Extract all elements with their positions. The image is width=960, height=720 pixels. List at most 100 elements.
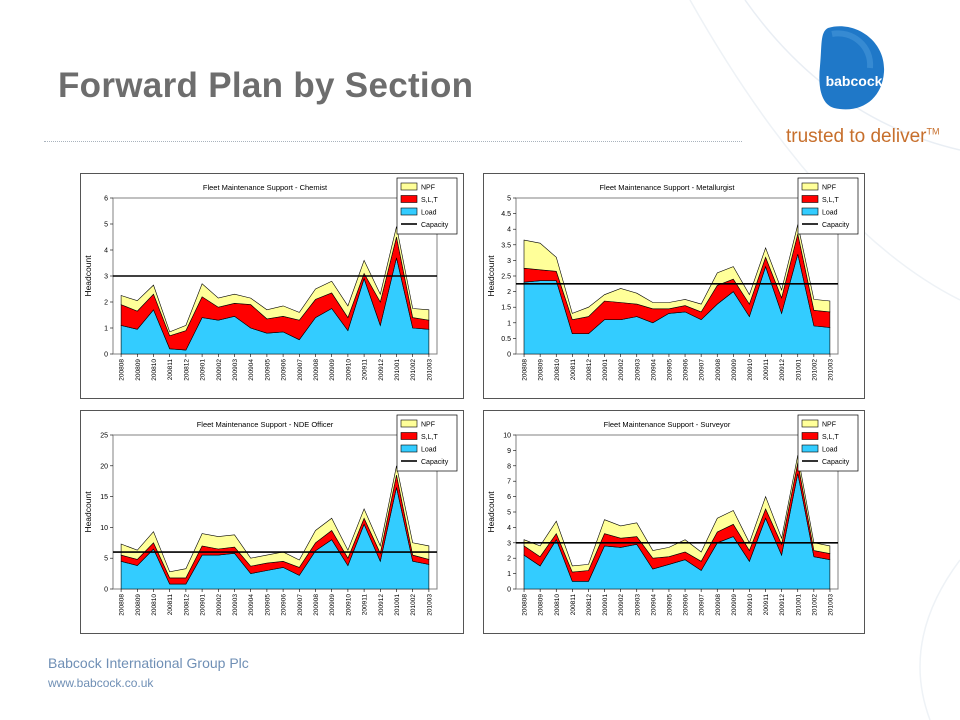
chart-chemist: Fleet Maintenance Support - Chemist 0 1 2 3 4… (80, 173, 464, 399)
x-tick-label: 200809 (538, 594, 545, 616)
chart-title: Fleet Maintenance Support - Metallurgist (599, 183, 735, 192)
x-tick-label: 200904 (248, 359, 255, 381)
y-tick-label: 2 (507, 289, 511, 296)
x-tick-label: 200906 (683, 594, 690, 616)
y-tick-label: 25 (100, 433, 108, 440)
x-tick-label: 200809 (135, 594, 142, 616)
legend-swatch-s-l-t (400, 432, 418, 440)
chart-title: Fleet Maintenance Support - Surveyor (604, 420, 731, 429)
tagline: trusted to deliverTM (786, 126, 939, 148)
series-area-npf (120, 465, 430, 579)
y-tick-label: 1.5 (501, 305, 511, 312)
x-tick-label: 201003 (426, 594, 433, 616)
x-tick-label: 200909 (329, 359, 336, 381)
chart-svg: Fleet Maintenance Support - Surveyor 0 1 2 3… (486, 414, 859, 616)
y-tick-label: 10 (503, 433, 511, 440)
x-tick-label: 200808 (119, 359, 126, 381)
legend-label-capacity: Capacity (421, 459, 449, 466)
x-tick-label: 200910 (747, 359, 754, 381)
y-tick-label: 3 (507, 258, 511, 265)
y-tick-label: 0.5 (501, 336, 511, 343)
x-tick-label: 200911 (362, 594, 369, 616)
x-tick-label: 200904 (248, 594, 255, 616)
x-tick-label: 201003 (426, 359, 433, 381)
x-tick-label: 200906 (683, 359, 690, 381)
x-tick-label: 200907 (297, 594, 304, 616)
y-tick-label: 3 (104, 274, 108, 281)
x-tick-label: 200909 (731, 359, 738, 381)
legend-label-npf: NPF (822, 422, 836, 429)
tagline-text: trusted to deliver (786, 126, 927, 147)
y-tick-label: 5 (104, 556, 108, 563)
legend-swatch-npf (400, 182, 418, 191)
x-tick-label: 200808 (522, 359, 529, 381)
x-tick-label: 201002 (811, 594, 818, 616)
x-tick-label: 200901 (200, 594, 207, 616)
x-tick-label: 200812 (183, 359, 190, 381)
legend-label-capacity: Capacity (822, 459, 850, 466)
legend-swatch-s-l-t (801, 432, 819, 440)
y-tick-label: 3 (507, 540, 511, 547)
x-tick-label: 200905 (666, 594, 673, 616)
x-tick-label: 200909 (329, 594, 336, 616)
legend-label-load: Load (822, 210, 838, 217)
y-tick-label: 2.5 (501, 274, 511, 281)
x-tick-label: 200908 (715, 359, 722, 381)
y-tick-label: 2 (507, 556, 511, 563)
y-tick-label: 1 (507, 320, 511, 327)
y-axis-label: Headcount (83, 255, 93, 297)
x-tick-label: 200910 (345, 594, 352, 616)
y-tick-label: 4 (507, 227, 511, 234)
x-tick-label: 200905 (666, 359, 673, 381)
x-tick-label: 200808 (522, 594, 529, 616)
x-tick-label: 200902 (216, 359, 223, 381)
y-tick-label: 7 (507, 479, 511, 486)
x-tick-label: 201003 (827, 594, 834, 616)
x-tick-label: 200902 (216, 594, 223, 616)
y-tick-label: 2 (104, 300, 108, 307)
y-tick-label: 20 (100, 463, 108, 470)
y-tick-label: 4.5 (501, 211, 511, 218)
x-tick-label: 200811 (570, 359, 577, 381)
x-tick-label: 200810 (554, 594, 561, 616)
y-tick-label: 5 (104, 222, 108, 229)
x-tick-label: 200906 (281, 359, 288, 381)
trademark-mark: TM (926, 126, 940, 137)
legend-swatch-load (801, 444, 819, 453)
y-axis-label: Headcount (486, 491, 496, 533)
x-tick-label: 200912 (779, 594, 786, 616)
footer-company: Babcock International Group Plc (48, 655, 249, 671)
y-tick-label: 0 (507, 352, 511, 359)
legend-swatch-npf (801, 182, 819, 191)
legend-label-npf: NPF (421, 422, 435, 429)
x-tick-label: 200810 (151, 594, 158, 616)
x-tick-label: 200911 (763, 594, 770, 616)
x-tick-label: 200901 (200, 359, 207, 381)
x-tick-label: 200810 (151, 359, 158, 381)
x-tick-label: 200812 (586, 594, 593, 616)
x-tick-label: 200901 (602, 594, 609, 616)
legend-swatch-npf (400, 419, 418, 428)
x-tick-label: 200905 (264, 594, 271, 616)
x-tick-label: 201001 (795, 594, 802, 616)
x-tick-label: 201001 (394, 359, 401, 381)
legend-swatch-s-l-t (400, 195, 418, 203)
logo-text: babcock (826, 73, 883, 89)
x-tick-label: 200903 (232, 594, 239, 616)
title-divider (44, 141, 742, 142)
x-tick-label: 200912 (779, 359, 786, 381)
y-tick-label: 3.5 (501, 242, 511, 249)
x-tick-label: 200809 (538, 359, 545, 381)
x-tick-label: 200812 (183, 594, 190, 616)
x-tick-label: 200910 (345, 359, 352, 381)
x-tick-label: 200910 (747, 594, 754, 616)
y-tick-label: 4 (507, 525, 511, 532)
x-tick-label: 200907 (699, 594, 706, 616)
chart-surveyor: Fleet Maintenance Support - Surveyor 0 1 2 3… (483, 410, 865, 634)
legend-swatch-load (801, 207, 819, 216)
legend-label-s-l-t: S,L,T (421, 434, 438, 441)
legend-label-s-l-t: S,L,T (822, 434, 839, 441)
legend-label-load: Load (822, 447, 838, 454)
chart-title: Fleet Maintenance Support - NDE Officer (197, 420, 334, 429)
chart-nde-officer: Fleet Maintenance Support - NDE Officer 0… (80, 410, 464, 634)
